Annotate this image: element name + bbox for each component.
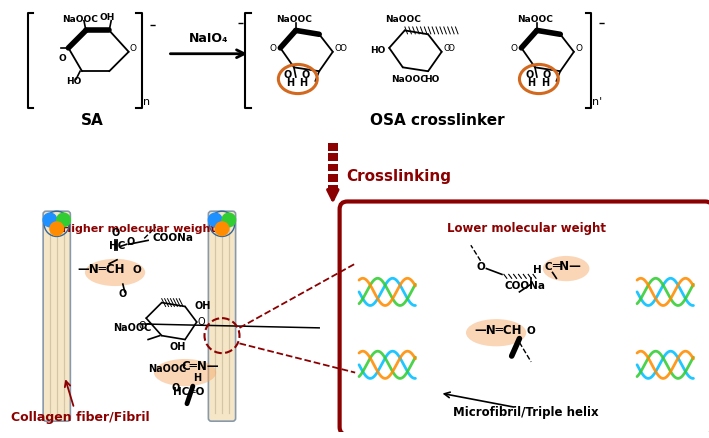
Text: C: C — [545, 261, 552, 271]
Text: —N═CH: —N═CH — [474, 323, 522, 336]
Text: H: H — [541, 78, 549, 88]
Text: OH: OH — [195, 301, 211, 311]
Text: OH: OH — [99, 13, 115, 22]
Circle shape — [222, 214, 235, 227]
Text: O: O — [542, 70, 551, 80]
Text: H: H — [532, 265, 541, 275]
Bar — [328, 175, 337, 183]
Text: O: O — [339, 44, 346, 53]
Text: HO: HO — [370, 46, 385, 55]
Text: O: O — [59, 53, 67, 63]
Text: O: O — [443, 44, 450, 53]
Ellipse shape — [85, 259, 145, 286]
Text: —N═CH: —N═CH — [78, 263, 125, 276]
Polygon shape — [280, 32, 333, 72]
Text: H: H — [193, 372, 201, 382]
Text: NaOOC: NaOOC — [113, 322, 152, 332]
Text: O: O — [112, 227, 120, 237]
Text: COONa: COONa — [505, 280, 546, 290]
Ellipse shape — [543, 256, 589, 282]
Text: Crosslinking: Crosslinking — [347, 169, 452, 184]
Text: NaOOC: NaOOC — [385, 14, 420, 24]
Text: H: H — [286, 78, 294, 88]
Polygon shape — [389, 32, 442, 72]
Text: O: O — [525, 70, 533, 80]
Text: HC═O: HC═O — [173, 386, 205, 396]
Text: O: O — [138, 320, 146, 330]
Text: O: O — [575, 44, 582, 53]
Text: Collagen fiber/Fibril: Collagen fiber/Fibril — [11, 410, 150, 423]
Text: O: O — [198, 316, 206, 326]
Circle shape — [43, 214, 57, 227]
Text: O: O — [301, 70, 310, 80]
Polygon shape — [146, 303, 196, 340]
Bar — [328, 164, 337, 172]
Text: O: O — [118, 288, 127, 298]
Circle shape — [50, 223, 64, 236]
Ellipse shape — [154, 359, 216, 386]
Text: O: O — [129, 44, 136, 53]
FancyBboxPatch shape — [208, 212, 235, 421]
Text: NaOOC: NaOOC — [391, 75, 427, 84]
Text: H: H — [527, 78, 535, 88]
Text: COONa: COONa — [152, 233, 193, 243]
Text: OSA crosslinker: OSA crosslinker — [371, 113, 505, 127]
Text: ═N—: ═N— — [552, 259, 581, 272]
Text: NaOOC: NaOOC — [276, 14, 312, 24]
Text: NaOOC: NaOOC — [62, 14, 98, 24]
Circle shape — [216, 223, 229, 236]
Text: OH: OH — [169, 342, 186, 351]
FancyBboxPatch shape — [43, 212, 70, 421]
Circle shape — [208, 214, 222, 227]
Text: n': n' — [592, 97, 603, 107]
FancyBboxPatch shape — [340, 202, 709, 435]
Text: O: O — [126, 237, 135, 247]
Text: n: n — [143, 97, 150, 107]
Text: HO: HO — [67, 77, 82, 86]
Text: O: O — [132, 265, 141, 275]
Text: O: O — [269, 44, 276, 53]
Text: HC: HC — [108, 240, 125, 251]
Text: O: O — [334, 44, 341, 53]
Text: O: O — [448, 44, 455, 53]
Polygon shape — [68, 32, 128, 72]
Text: O: O — [476, 261, 485, 271]
Circle shape — [57, 214, 70, 227]
Text: HO: HO — [424, 75, 440, 84]
Text: NaIO₄: NaIO₄ — [189, 32, 228, 45]
Text: O: O — [171, 382, 179, 392]
Bar — [328, 144, 337, 152]
Text: O: O — [527, 325, 535, 335]
Text: SA: SA — [82, 113, 104, 127]
Text: NaOOC: NaOOC — [517, 14, 553, 24]
Bar — [328, 154, 337, 161]
Text: C═N—: C═N— — [182, 359, 219, 372]
Text: Lower molecular weight: Lower molecular weight — [447, 221, 605, 234]
Text: H: H — [300, 78, 308, 88]
Bar — [328, 186, 337, 193]
Text: O: O — [284, 70, 292, 80]
Text: Higher molecular weight: Higher molecular weight — [62, 223, 216, 233]
Text: Microfibril/Triple helix: Microfibril/Triple helix — [454, 406, 599, 418]
Polygon shape — [521, 32, 574, 72]
Text: O: O — [510, 44, 517, 53]
Text: NaOOC: NaOOC — [148, 363, 186, 373]
Ellipse shape — [466, 319, 526, 346]
